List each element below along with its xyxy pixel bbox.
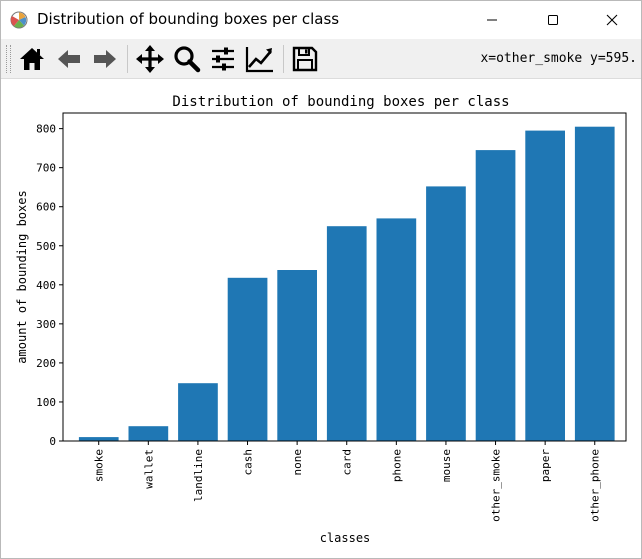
bar-chart[interactable]: Distribution of bounding boxes per class… [1, 79, 641, 558]
x-tick-label: wallet [142, 449, 155, 489]
minimize-button[interactable] [469, 1, 515, 39]
forward-arrow-icon [94, 50, 116, 68]
maximize-icon [548, 15, 558, 25]
x-tick-label: mouse [440, 449, 453, 482]
zoom-button[interactable] [171, 43, 203, 75]
bar-other_smoke [475, 150, 516, 441]
x-tick-label: smoke [93, 449, 106, 482]
chart-title: Distribution of bounding boxes per class [172, 94, 509, 110]
cursor-coordinates-readout: x=other_smoke y=595. [480, 51, 637, 66]
back-arrow-icon [58, 50, 80, 68]
y-tick-label: 300 [36, 318, 56, 331]
bar-paper [525, 130, 565, 441]
x-tick-label: paper [539, 449, 552, 482]
close-button[interactable] [589, 1, 635, 39]
x-axis-label: classes [320, 531, 371, 545]
navigation-toolbar: x=other_smoke y=595. [1, 39, 641, 79]
y-tick-label: 100 [36, 396, 56, 409]
bar-mouse [426, 186, 466, 441]
y-axis-label: amount of bounding boxes [15, 190, 29, 363]
x-axis: smoke wallet landline cash none card phone mous… [93, 441, 602, 522]
title-bar: Distribution of bounding boxes per class [1, 1, 641, 39]
bar-other_phone [574, 126, 615, 441]
x-tick-label: other_phone [589, 449, 602, 522]
bar-none [277, 270, 317, 441]
y-tick-label: 400 [36, 279, 56, 292]
pan-button[interactable] [134, 43, 166, 75]
bar-card [326, 226, 367, 441]
y-tick-label: 700 [36, 162, 56, 175]
save-floppy-icon [292, 46, 318, 72]
toolbar-separator [283, 45, 284, 73]
x-tick-label: landline [192, 449, 205, 502]
home-button[interactable] [16, 43, 48, 75]
x-tick-label: other_smoke [490, 449, 503, 522]
x-tick-label: none [291, 449, 304, 476]
zoom-magnifier-icon [174, 46, 201, 73]
bar-landline [178, 383, 218, 441]
x-tick-label: phone [390, 449, 403, 482]
x-tick-label: card [341, 449, 354, 476]
y-axis: 0 100 200 300 400 500 600 700 800 [36, 123, 63, 448]
close-icon [606, 14, 618, 26]
bar-cash [227, 277, 268, 441]
y-tick-label: 0 [49, 435, 56, 448]
edit-axis-button[interactable] [244, 43, 276, 75]
toolbar-separator [127, 45, 128, 73]
back-button[interactable] [53, 43, 85, 75]
matplotlib-logo-icon [10, 11, 28, 29]
y-tick-label: 500 [36, 240, 56, 253]
home-icon [20, 48, 44, 70]
pan-move-icon [136, 45, 164, 73]
minimize-icon [487, 19, 497, 21]
y-tick-label: 600 [36, 201, 56, 214]
y-tick-label: 800 [36, 123, 56, 136]
figure-canvas[interactable]: Distribution of bounding boxes per class… [1, 79, 641, 558]
save-button[interactable] [289, 43, 321, 75]
plot-area-frame [62, 112, 627, 442]
window-title: Distribution of bounding boxes per class [37, 10, 340, 28]
bar-series [78, 126, 615, 441]
subplots-button[interactable] [207, 43, 239, 75]
y-tick-label: 200 [36, 357, 56, 370]
bar-phone [376, 218, 417, 441]
bar-smoke [78, 437, 119, 441]
subplots-sliders-icon [212, 47, 234, 71]
maximize-button[interactable] [530, 1, 576, 39]
toolbar-grip[interactable] [6, 45, 11, 73]
edit-axis-lines-icon [245, 47, 273, 73]
bar-wallet [128, 426, 169, 441]
forward-button[interactable] [89, 43, 121, 75]
x-tick-label: cash [242, 449, 255, 476]
